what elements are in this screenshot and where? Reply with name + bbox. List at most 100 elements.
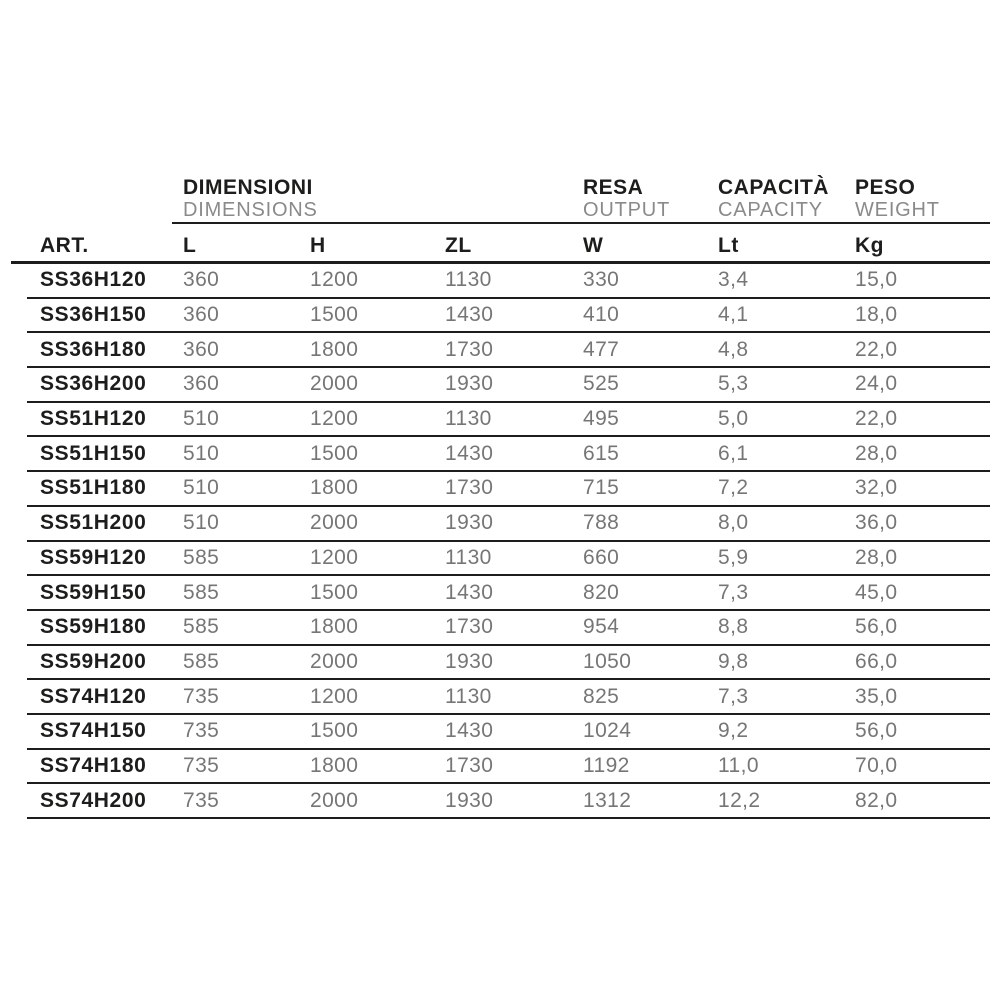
table-row: SS36H180 360 1800 1730 477 4,8 22,0 <box>27 333 990 369</box>
value-cell: 12,2 <box>718 788 761 812</box>
value-cell: 28,0 <box>855 441 898 465</box>
group-header: DIMENSIONI DIMENSIONS <box>183 176 318 222</box>
value-cell: 1430 <box>445 303 494 327</box>
value-cell: 1130 <box>445 407 492 431</box>
value-cell: 360 <box>183 303 220 327</box>
value-cell: 715 <box>583 476 620 500</box>
value-cell: 36,0 <box>855 511 898 535</box>
value-cell: 2000 <box>310 649 359 673</box>
value-cell: 22,0 <box>855 407 898 431</box>
value-cell: 1500 <box>310 441 359 465</box>
value-cell: 2000 <box>310 511 359 535</box>
value-cell: 24,0 <box>855 372 898 396</box>
value-cell: 510 <box>183 476 220 500</box>
value-cell: 1430 <box>445 719 494 743</box>
table-row: SS51H200 510 2000 1930 788 8,0 36,0 <box>27 507 990 542</box>
value-cell: 510 <box>183 511 220 535</box>
value-cell: 585 <box>183 545 220 569</box>
table-row: SS59H180 585 1800 1730 954 8,8 56,0 <box>27 611 990 646</box>
value-cell: 360 <box>183 372 220 396</box>
value-cell: 8,0 <box>718 511 749 535</box>
group-header-primary: PESO <box>855 176 916 199</box>
value-cell: 11,0 <box>718 753 759 777</box>
value-cell: 1930 <box>445 649 494 673</box>
value-cell: 3,4 <box>718 268 749 292</box>
value-cell: 820 <box>583 580 620 604</box>
value-cell: 1730 <box>445 476 494 500</box>
value-cell: 35,0 <box>855 684 898 708</box>
article-code-cell: SS74H150 <box>40 719 147 743</box>
value-cell: 1430 <box>445 580 494 604</box>
value-cell: 615 <box>583 441 620 465</box>
group-header-secondary: OUTPUT <box>583 199 671 221</box>
value-cell: 1200 <box>310 545 359 569</box>
value-cell: 410 <box>583 303 620 327</box>
value-cell: 9,8 <box>718 649 749 673</box>
value-cell: 330 <box>583 268 620 292</box>
value-cell: 5,3 <box>718 372 749 396</box>
table-body: SS36H120 360 1200 1130 330 3,4 15,0 SS36H150 360… <box>27 264 990 819</box>
value-cell: 1200 <box>310 407 359 431</box>
value-cell: 1130 <box>445 684 492 708</box>
article-code-cell: SS51H120 <box>40 407 147 431</box>
group-header-primary: CAPACITÀ <box>718 176 829 199</box>
value-cell: 1730 <box>445 337 494 361</box>
article-code-cell: SS59H200 <box>40 649 147 673</box>
table-row: SS59H120 585 1200 1130 660 5,9 28,0 <box>27 542 990 577</box>
value-cell: 585 <box>183 615 220 639</box>
value-cell: 56,0 <box>855 615 898 639</box>
group-header: CAPACITÀ CAPACITY <box>718 176 829 222</box>
group-header-primary: DIMENSIONI <box>183 176 313 199</box>
value-cell: 5,0 <box>718 407 749 431</box>
value-cell: 1930 <box>445 511 494 535</box>
column-header: ZL <box>445 234 472 257</box>
value-cell: 7,3 <box>718 684 749 708</box>
value-cell: 6,1 <box>718 441 749 465</box>
article-code-cell: SS51H150 <box>40 441 147 465</box>
group-header-underline <box>172 222 990 224</box>
article-code-cell: SS36H150 <box>40 303 147 327</box>
value-cell: 1500 <box>310 303 359 327</box>
group-header-row: DIMENSIONI DIMENSIONS RESA OUTPUT CAPACITÀ CA… <box>0 177 1000 223</box>
value-cell: 495 <box>583 407 620 431</box>
value-cell: 825 <box>583 684 620 708</box>
value-cell: 954 <box>583 615 620 639</box>
value-cell: 525 <box>583 372 620 396</box>
value-cell: 585 <box>183 649 220 673</box>
article-code-cell: SS59H120 <box>40 545 147 569</box>
value-cell: 1130 <box>445 268 492 292</box>
column-header-art: ART. <box>40 234 89 257</box>
value-cell: 735 <box>183 753 220 777</box>
value-cell: 735 <box>183 719 220 743</box>
value-cell: 7,2 <box>718 476 749 500</box>
value-cell: 1192 <box>583 753 630 777</box>
article-code-cell: SS51H200 <box>40 511 147 535</box>
article-code-cell: SS74H120 <box>40 684 147 708</box>
value-cell: 510 <box>183 407 220 431</box>
value-cell: 4,1 <box>718 303 749 327</box>
column-header: L <box>183 234 197 257</box>
group-header: RESA OUTPUT <box>583 176 671 222</box>
value-cell: 1430 <box>445 441 494 465</box>
value-cell: 788 <box>583 511 620 535</box>
value-cell: 1800 <box>310 753 359 777</box>
value-cell: 510 <box>183 441 220 465</box>
table-row: SS51H150 510 1500 1430 615 6,1 28,0 <box>27 437 990 473</box>
value-cell: 1800 <box>310 476 359 500</box>
value-cell: 360 <box>183 268 220 292</box>
value-cell: 7,3 <box>718 580 749 604</box>
table-row: SS74H180 735 1800 1730 1192 11,0 70,0 <box>27 750 990 785</box>
group-header-primary: RESA <box>583 176 644 199</box>
article-code-cell: SS59H180 <box>40 615 147 639</box>
value-cell: 1312 <box>583 788 632 812</box>
value-cell: 735 <box>183 684 220 708</box>
table-row: SS51H120 510 1200 1130 495 5,0 22,0 <box>27 403 990 438</box>
column-header: Lt <box>718 234 739 257</box>
value-cell: 1930 <box>445 788 494 812</box>
value-cell: 1730 <box>445 615 494 639</box>
value-cell: 82,0 <box>855 788 898 812</box>
table-row: SS74H120 735 1200 1130 825 7,3 35,0 <box>27 680 990 715</box>
value-cell: 1500 <box>310 580 359 604</box>
table-row: SS59H150 585 1500 1430 820 7,3 45,0 <box>27 576 990 611</box>
